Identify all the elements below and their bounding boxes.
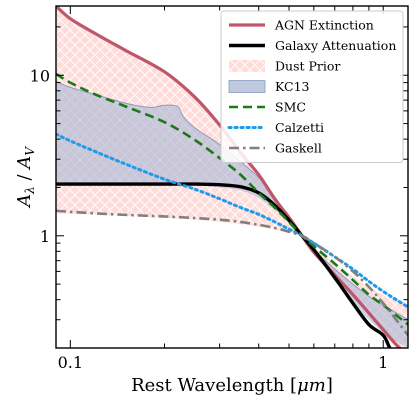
legend-item-gaskell: Gaskell — [229, 141, 322, 156]
legend-box — [220, 10, 404, 163]
y-label-sub-lambda: λ — [23, 186, 37, 195]
y-axis-label: Aλ / AV — [14, 146, 37, 209]
legend-item-smc: SMC — [229, 100, 306, 115]
kc13-band — [56, 81, 408, 348]
legend: AGN Extinction Galaxy Attenuation Dust Pri… — [220, 10, 404, 163]
legend-label-gaskell: Gaskell — [275, 141, 322, 156]
line-layer — [56, 6, 408, 348]
x-axis-label-close: ] — [326, 375, 333, 396]
legend-label-galaxy-attenuation: Galaxy Attenuation — [275, 38, 396, 53]
y-label-sub-v: V — [23, 146, 37, 156]
legend-item-galaxy-attenuation: Galaxy Attenuation — [229, 38, 396, 53]
legend-swatch-hatch — [229, 60, 265, 72]
ticks: 0.1 1 1 10 — [30, 6, 408, 372]
calzetti-line — [56, 132, 408, 309]
galaxy-attenuation-line — [56, 182, 392, 348]
y-tick-label: 1 — [40, 227, 50, 246]
y-tick-label: 10 — [30, 66, 50, 85]
legend-label-agn-extinction: AGN Extinction — [274, 18, 374, 33]
legend-label-calzetti: Calzetti — [275, 120, 324, 135]
y-label-sep: / — [14, 169, 35, 187]
y-label-a2: A — [14, 156, 35, 171]
legend-item-calzetti: Calzetti — [227, 120, 324, 135]
legend-label-kc13: KC13 — [275, 79, 310, 94]
legend-swatch-kc13 — [228, 80, 266, 93]
y-label-a: A — [14, 194, 35, 209]
smc-line — [56, 72, 408, 326]
x-axis-label-text: Rest Wavelength [ — [131, 375, 297, 396]
legend-item-dust-prior: Dust Prior — [229, 59, 340, 74]
plot-frame — [55, 5, 409, 349]
legend-item-agn-extinction: AGN Extinction — [229, 18, 374, 33]
gaskell-line — [56, 209, 408, 337]
axes — [55, 5, 409, 349]
legend-item-kc13: KC13 — [228, 79, 310, 94]
legend-label-dust-prior: Dust Prior — [275, 59, 340, 74]
x-axis-label-unit: μm — [297, 375, 326, 396]
x-tick-label: 0.1 — [58, 353, 83, 372]
x-axis-label: Rest Wavelength [μm] — [131, 375, 333, 396]
agn-extinction-line — [56, 6, 403, 348]
legend-label-smc: SMC — [275, 100, 306, 115]
x-tick-label: 1 — [378, 353, 388, 372]
